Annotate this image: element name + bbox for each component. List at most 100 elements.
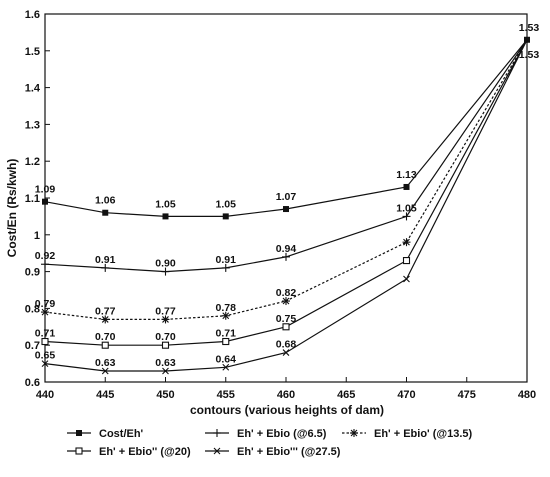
data-label: 1.53 xyxy=(519,49,540,61)
x-tick-label: 480 xyxy=(518,389,536,401)
x-tick-label: 460 xyxy=(277,389,295,401)
data-label: 0.90 xyxy=(155,258,176,270)
marker-filled-square xyxy=(102,209,109,216)
marker-filled-square xyxy=(42,198,48,205)
series-5 xyxy=(41,39,528,375)
data-label: 0.79 xyxy=(35,298,56,310)
data-label: 0.92 xyxy=(35,250,56,262)
series-2 xyxy=(41,39,528,276)
series-1 xyxy=(42,36,530,220)
data-label: 0.75 xyxy=(276,313,297,325)
marker-cross xyxy=(162,367,169,375)
y-tick-label: 0.7 xyxy=(25,340,40,352)
legend-item: Cost/Eh' xyxy=(67,428,144,440)
marker-open-square xyxy=(75,447,83,455)
marker-open-square xyxy=(41,337,49,346)
marker-asterisk xyxy=(402,238,411,247)
marker-open-square xyxy=(222,337,230,346)
marker-open-square xyxy=(282,323,290,331)
marker-plus xyxy=(221,263,230,272)
marker-asterisk xyxy=(350,429,358,437)
marker-shape xyxy=(402,257,411,265)
legend-item: Eh' + Ebio' (@13.5) xyxy=(342,428,473,440)
marker-stroke xyxy=(222,363,230,371)
y-tick-label: 0.6 xyxy=(25,377,40,389)
data-label: 0.71 xyxy=(35,328,56,340)
series-line xyxy=(44,39,528,273)
data-label: 0.94 xyxy=(276,243,297,255)
marker-shape xyxy=(162,213,169,220)
data-label: 0.91 xyxy=(95,254,116,266)
marker-asterisk xyxy=(221,311,230,320)
x-axis-title: contours (various heights of dam) xyxy=(190,403,384,417)
data-label: 1.13 xyxy=(396,169,417,181)
data-label: 1.05 xyxy=(155,198,176,210)
marker-stroke xyxy=(41,308,49,316)
series-line xyxy=(44,39,528,217)
x-tick-label: 455 xyxy=(217,389,235,401)
marker-filled-square xyxy=(162,213,169,220)
data-label: 0.65 xyxy=(35,350,56,362)
legend-label: Eh' + Ebio''' (@27.5) xyxy=(237,446,341,458)
data-label: 0.70 xyxy=(95,331,116,343)
y-tick-label: 0.9 xyxy=(25,267,40,279)
x-tick-label: 450 xyxy=(156,389,174,401)
data-label: 0.91 xyxy=(216,254,237,266)
marker-filled-square xyxy=(524,36,530,43)
y-tick-label: 1.1 xyxy=(25,193,40,205)
marker-shape xyxy=(75,447,83,455)
marker-stroke xyxy=(41,360,49,367)
marker-shape xyxy=(222,337,230,346)
marker-asterisk xyxy=(282,297,290,306)
data-label: 0.70 xyxy=(155,331,176,343)
marker-filled-square xyxy=(283,206,289,213)
data-label: 1.06 xyxy=(95,195,116,207)
data-label: 0.82 xyxy=(276,287,297,299)
marker-shape xyxy=(101,341,109,349)
legend-label: Cost/Eh' xyxy=(99,428,144,440)
y-tick-label: 1.2 xyxy=(25,156,40,168)
marker-stroke xyxy=(403,238,410,246)
marker-shape xyxy=(222,213,229,220)
data-label: 0.63 xyxy=(155,357,176,369)
marker-stroke xyxy=(213,447,221,455)
y-tick-label: 1.6 xyxy=(25,9,40,21)
marker-plus xyxy=(101,263,110,272)
x-tick-label: 470 xyxy=(397,389,415,401)
x-tick-label: 445 xyxy=(96,389,114,401)
data-label: 1.05 xyxy=(216,198,237,210)
legend-item: Eh' + Ebio'' (@20) xyxy=(67,446,191,458)
y-tick-label: 0.8 xyxy=(25,303,40,315)
marker-open-square xyxy=(161,341,170,349)
marker-filled-square xyxy=(403,183,410,190)
marker-shape xyxy=(76,430,82,436)
marker-plus xyxy=(213,429,221,437)
data-label: 0.78 xyxy=(216,302,237,314)
marker-stroke xyxy=(101,367,109,375)
marker-stroke xyxy=(222,312,230,320)
marker-plus xyxy=(282,252,290,261)
marker-stroke xyxy=(282,297,290,305)
marker-plus xyxy=(161,267,170,276)
data-label: 0.68 xyxy=(276,339,297,351)
marker-cross xyxy=(41,360,49,367)
marker-shape xyxy=(41,337,49,346)
marker-shape xyxy=(403,183,410,190)
data-label: 0.77 xyxy=(95,305,116,317)
marker-filled-square xyxy=(222,213,229,220)
marker-shape xyxy=(283,206,289,213)
data-label: 1.07 xyxy=(276,191,297,203)
marker-plus xyxy=(41,260,49,269)
marker-open-square xyxy=(101,341,109,349)
series-line xyxy=(44,39,528,320)
data-label: 1.53 xyxy=(519,22,540,34)
y-tick-label: 1.5 xyxy=(25,46,40,58)
series-layer xyxy=(41,36,530,375)
marker-open-square xyxy=(402,257,411,265)
series-3 xyxy=(41,39,528,324)
data-label: 1.05 xyxy=(396,202,417,214)
data-label: 0.77 xyxy=(155,305,176,317)
marker-asterisk xyxy=(101,315,110,324)
legend-label: Eh' + Ebio'' (@20) xyxy=(99,446,191,458)
